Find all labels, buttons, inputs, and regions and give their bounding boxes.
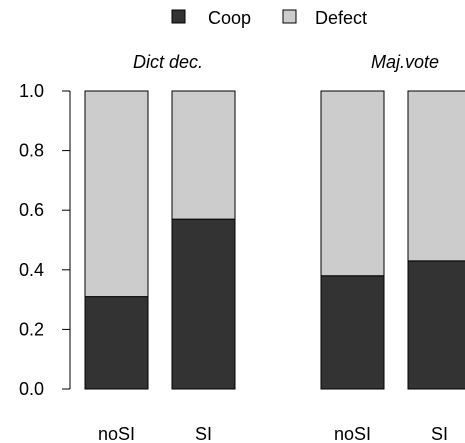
bars bbox=[84, 90, 465, 390]
panel-title-maj-vote: Maj.vote bbox=[371, 52, 439, 72]
legend-label-coop: Coop bbox=[208, 8, 251, 28]
bar-segment-coop bbox=[171, 218, 236, 390]
y-tick-label: 0.6 bbox=[19, 200, 44, 220]
category-labels: noSI SI noSI SI bbox=[98, 424, 448, 443]
category-label: SI bbox=[431, 424, 448, 443]
bar-segment-defect bbox=[171, 90, 236, 220]
bar-segment-coop bbox=[407, 260, 465, 390]
legend-label-defect: Defect bbox=[315, 8, 367, 28]
bar-segment-coop bbox=[84, 296, 149, 390]
bar-segment-coop bbox=[320, 275, 385, 390]
bar-segment-defect bbox=[407, 90, 465, 262]
y-tick-label: 0.0 bbox=[19, 379, 44, 399]
legend-swatch-defect bbox=[282, 9, 297, 24]
legend: Coop Defect bbox=[171, 8, 367, 28]
y-tick-label: 0.2 bbox=[19, 319, 44, 339]
bar-segment-defect bbox=[320, 90, 385, 277]
y-tick-label: 0.8 bbox=[19, 141, 44, 161]
category-label: SI bbox=[195, 424, 212, 443]
legend-swatch-coop bbox=[171, 9, 186, 24]
category-label: noSI bbox=[334, 424, 371, 443]
panel-title-dict-dec: Dict dec. bbox=[133, 52, 203, 72]
bar-segment-defect bbox=[84, 90, 149, 298]
y-tick-label: 1.0 bbox=[19, 81, 44, 101]
category-label: noSI bbox=[98, 424, 135, 443]
y-axis: 0.0 0.2 0.4 0.6 0.8 1.0 bbox=[19, 81, 71, 399]
y-tick-label: 0.4 bbox=[19, 260, 44, 280]
